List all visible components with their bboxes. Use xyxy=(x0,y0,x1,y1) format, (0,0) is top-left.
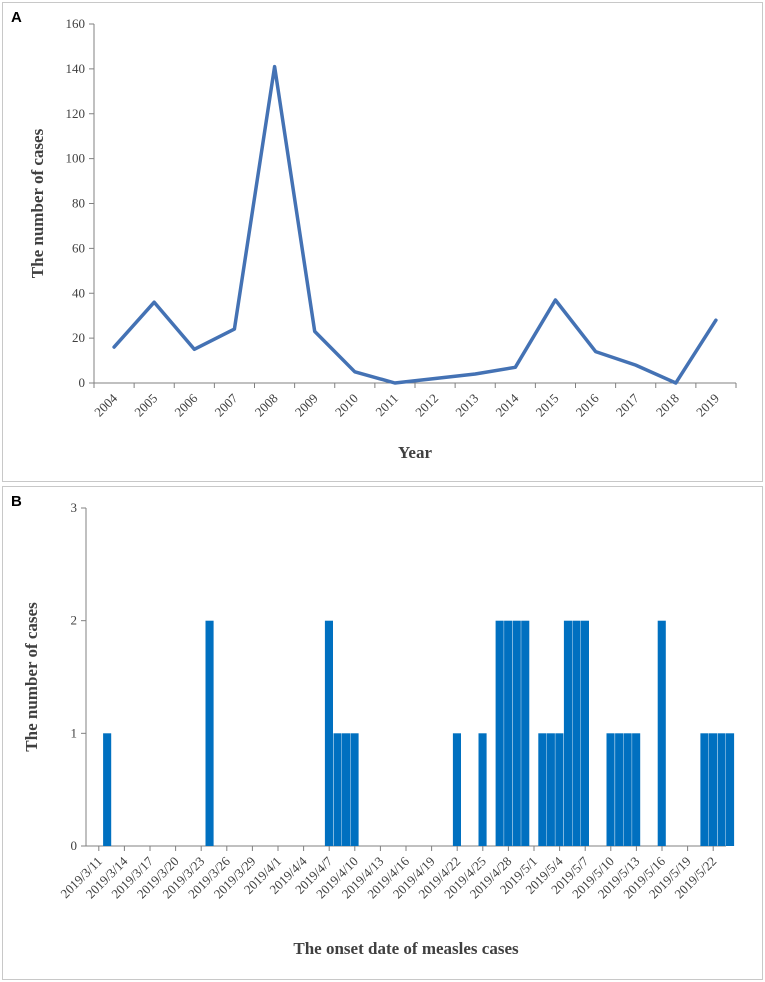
x-tick-label: 2015 xyxy=(533,391,562,420)
bar xyxy=(717,733,726,846)
y-tick-label: 0 xyxy=(79,375,86,390)
bar xyxy=(342,733,351,846)
bar xyxy=(512,620,521,846)
panel-label-b: B xyxy=(11,493,22,510)
bar xyxy=(495,620,504,846)
data-point xyxy=(554,298,557,302)
y-tick-label: 1 xyxy=(71,725,78,740)
x-tick-label: 2013 xyxy=(452,391,481,420)
bar xyxy=(726,733,735,846)
x-tick-label: 2014 xyxy=(492,390,521,419)
x-tick-label: 2016 xyxy=(573,390,602,419)
data-point xyxy=(152,301,156,304)
data-point xyxy=(714,318,718,322)
y-tick-label: 80 xyxy=(72,196,85,211)
x-axis-title: Year xyxy=(398,443,432,462)
data-point xyxy=(594,350,597,353)
y-tick-label: 0 xyxy=(71,838,78,853)
bar xyxy=(324,620,333,846)
x-tick-label: 2010 xyxy=(332,391,361,420)
bar xyxy=(700,733,709,846)
x-tick-label: 2009 xyxy=(292,391,321,420)
bar xyxy=(632,733,641,846)
panel-label-a: A xyxy=(11,9,22,26)
bar xyxy=(521,620,530,846)
x-tick-label: 2006 xyxy=(171,390,200,419)
data-point xyxy=(313,330,316,333)
y-tick-label: 40 xyxy=(72,285,85,300)
x-tick-label: 2019 xyxy=(693,391,722,420)
bar xyxy=(478,733,487,846)
y-tick-label: 60 xyxy=(72,240,85,255)
bar xyxy=(103,733,112,846)
bar xyxy=(546,733,555,846)
bar xyxy=(615,733,624,846)
bar-chart: 01232019/3/112019/3/142019/3/172019/3/20… xyxy=(22,500,735,958)
bar xyxy=(504,620,513,846)
y-tick-label: 20 xyxy=(72,330,85,345)
data-point xyxy=(473,372,477,376)
y-tick-label: 2 xyxy=(71,613,78,628)
data-point xyxy=(393,381,397,385)
bar xyxy=(555,733,564,846)
data-point xyxy=(674,381,678,385)
y-tick-label: 140 xyxy=(66,61,86,76)
bar xyxy=(563,620,572,846)
x-tick-label: 2008 xyxy=(252,391,281,420)
y-axis-title: The number of cases xyxy=(28,128,47,278)
bar xyxy=(623,733,632,846)
x-tick-label: 2005 xyxy=(131,391,160,420)
data-point xyxy=(273,65,276,68)
y-tick-label: 120 xyxy=(66,106,86,121)
bar xyxy=(350,733,359,846)
y-tick-label: 160 xyxy=(66,16,86,31)
panel-b: B 0 1 2 3 2019/3/11 2019/3/14 2019/3/17 2019/3/… xyxy=(2,486,763,980)
x-tick-label: 2004 xyxy=(91,390,120,419)
data-point xyxy=(233,327,236,331)
data-point xyxy=(634,363,637,367)
bar xyxy=(452,733,461,846)
data-point xyxy=(112,345,116,349)
bar xyxy=(708,733,717,846)
bar xyxy=(572,620,581,846)
y-axis-title: The number of cases xyxy=(22,602,41,752)
bar xyxy=(333,733,342,846)
bar xyxy=(580,620,589,846)
data-point xyxy=(353,370,357,373)
data-point xyxy=(514,366,517,369)
y-tick-label: 3 xyxy=(71,500,78,515)
panel-a: A 0 20 40 60 80 100 120 140 160 2004 2005 2006 2007 2… xyxy=(2,2,763,482)
series-line xyxy=(112,64,718,385)
y-tick-label: 100 xyxy=(66,151,86,166)
x-tick-label: 2012 xyxy=(412,391,441,420)
x-tick-label: 2011 xyxy=(372,391,401,420)
bar xyxy=(538,733,547,846)
data-point xyxy=(433,377,437,380)
bar xyxy=(205,620,214,846)
line-chart: 0 20 40 60 80 100 120 140 160 2004 2005 2006 2007 200… xyxy=(28,16,737,462)
x-tick-label: 2017 xyxy=(613,390,642,419)
x-axis-title: The onset date of measles cases xyxy=(293,939,519,958)
data-point xyxy=(193,348,196,351)
bar xyxy=(606,733,615,846)
x-tick-label: 2007 xyxy=(212,390,241,419)
bar xyxy=(657,620,666,846)
x-tick-label: 2018 xyxy=(653,391,682,420)
